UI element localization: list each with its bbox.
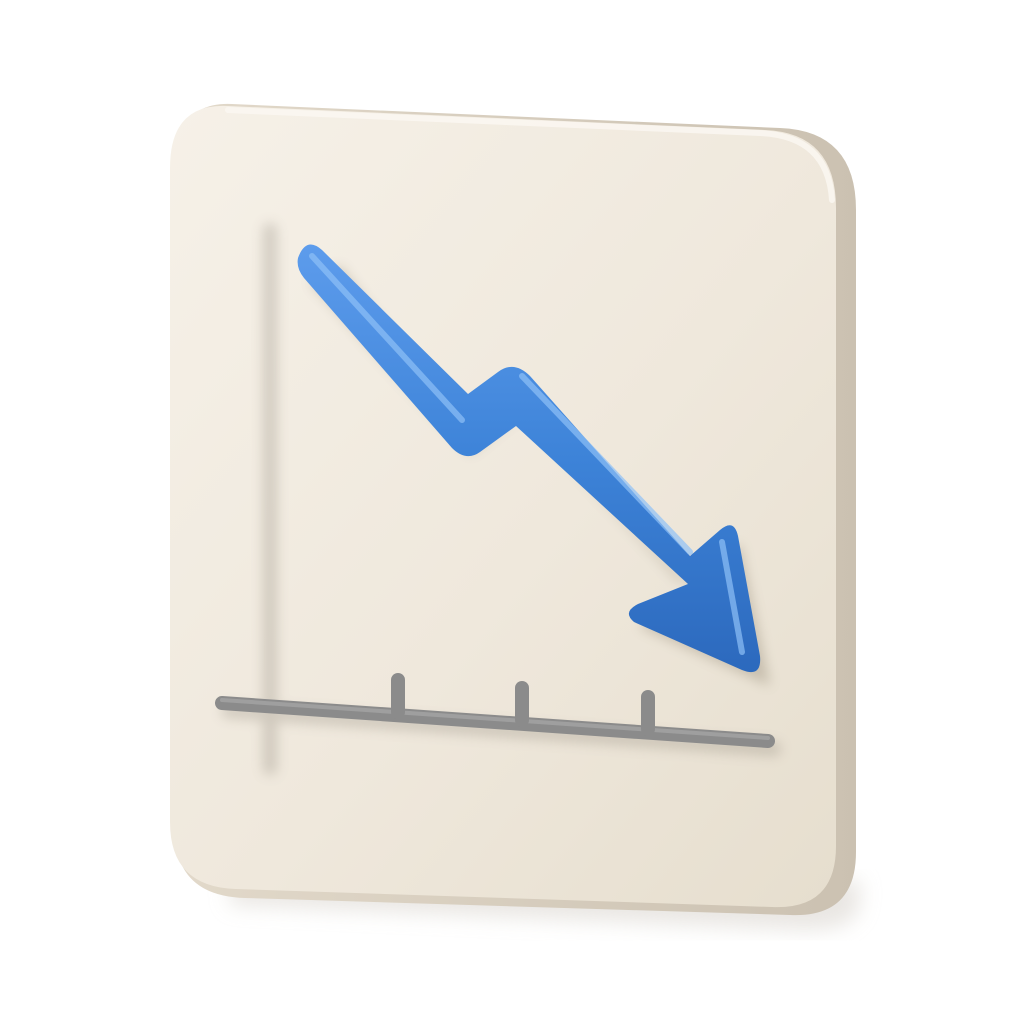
downward-trend-arrow-icon	[297, 244, 770, 686]
chart-axes	[215, 215, 781, 775]
x-axis	[215, 696, 775, 748]
